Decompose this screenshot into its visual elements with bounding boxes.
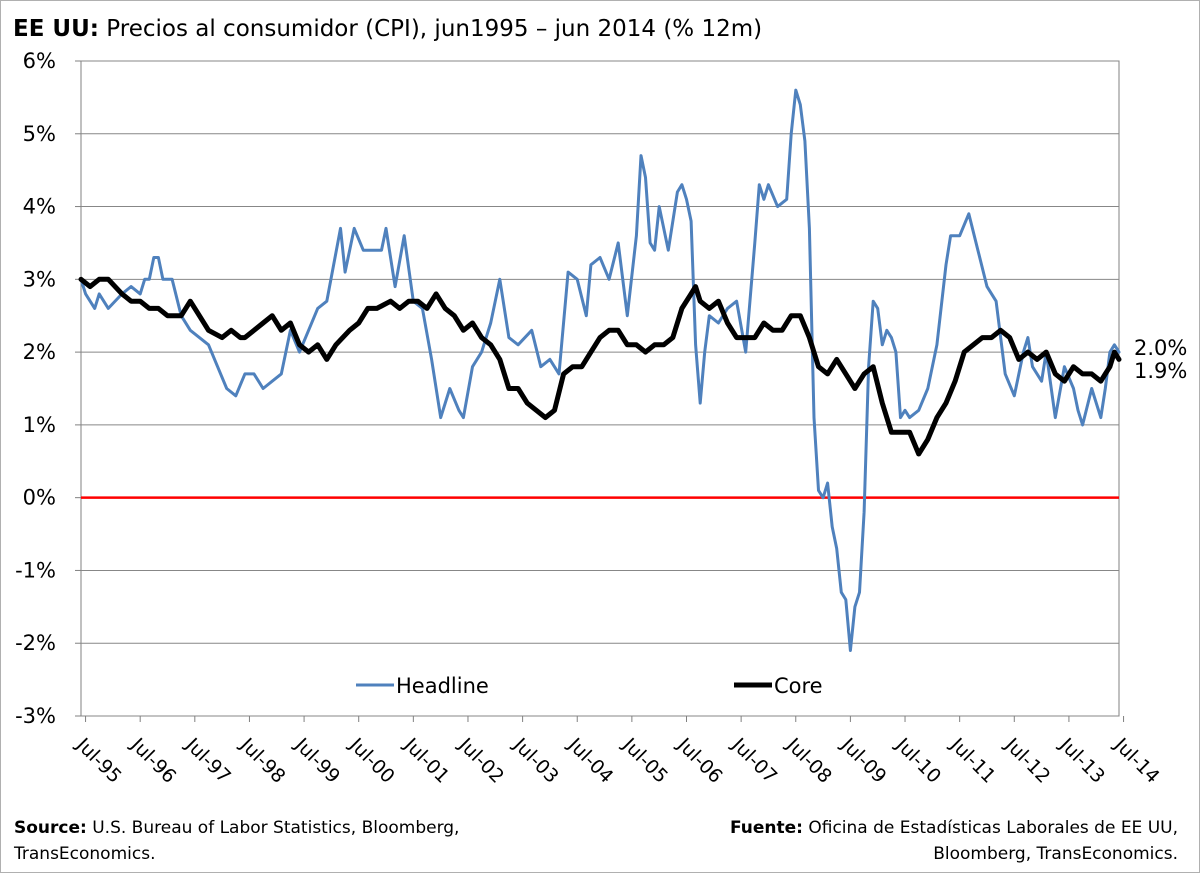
plot-area bbox=[80, 60, 1120, 717]
y-tick-label: 6% bbox=[23, 49, 56, 73]
x-tick-label: Jul-08 bbox=[782, 733, 836, 787]
x-tick-label: Jul-01 bbox=[399, 733, 453, 787]
x-tick-label: Jul-95 bbox=[71, 733, 125, 787]
x-tick-label: Jul-14 bbox=[1109, 733, 1163, 787]
fuente-label: Fuente: bbox=[729, 818, 803, 838]
x-tick-label: Jul-97 bbox=[181, 733, 235, 787]
fuente-text: Oficina de Estadísticas Laborales de EE … bbox=[808, 818, 1178, 864]
chart-title: EE UU: Precios al consumidor (CPI), jun1… bbox=[13, 16, 762, 42]
y-tick-label: -1% bbox=[15, 558, 56, 582]
x-tick-label: Jul-10 bbox=[891, 733, 945, 787]
x-tick-label: Jul-02 bbox=[454, 733, 508, 787]
y-tick-label: -3% bbox=[15, 704, 56, 728]
source-label: Source: bbox=[14, 818, 87, 838]
x-tick-label: Jul-13 bbox=[1055, 733, 1109, 787]
y-tick-label: 1% bbox=[23, 413, 56, 437]
x-tick-label: Jul-12 bbox=[1000, 733, 1054, 787]
chart-title-country: EE UU: bbox=[13, 16, 99, 42]
y-tick-label: 0% bbox=[23, 486, 56, 510]
end-value-label: 2.0% bbox=[1134, 336, 1187, 360]
x-tick-label: Jul-06 bbox=[672, 733, 726, 787]
y-tick-label: -2% bbox=[15, 631, 56, 655]
series-line-headline bbox=[79, 88, 1121, 652]
x-tick-label: Jul-09 bbox=[836, 733, 890, 787]
y-tick-label: 5% bbox=[23, 122, 56, 146]
x-tick-label: Jul-04 bbox=[563, 733, 617, 787]
x-tick-label: Jul-99 bbox=[290, 733, 344, 787]
legend-label-headline: Headline bbox=[396, 674, 489, 698]
y-tick-label: 4% bbox=[23, 195, 56, 219]
x-tick-label: Jul-00 bbox=[344, 733, 398, 787]
x-tick-label: Jul-11 bbox=[945, 733, 999, 787]
y-tick-label: 3% bbox=[23, 267, 56, 291]
x-tick-label: Jul-05 bbox=[618, 733, 672, 787]
legend-label-core: Core bbox=[774, 674, 823, 698]
chart-title-text: Precios al consumidor (CPI), jun1995 – j… bbox=[106, 16, 763, 42]
x-tick-label: Jul-98 bbox=[235, 733, 289, 787]
x-tick-label: Jul-03 bbox=[508, 733, 562, 787]
source-english: Source: U.S. Bureau of Labor Statistics,… bbox=[14, 815, 534, 867]
source-spanish: Fuente: Oficina de Estadísticas Laborale… bbox=[658, 815, 1178, 867]
x-tick-label: Jul-96 bbox=[126, 733, 180, 787]
end-value-label: 1.9% bbox=[1134, 359, 1187, 383]
x-tick-label: Jul-07 bbox=[727, 733, 781, 787]
source-text: U.S. Bureau of Labor Statistics, Bloombe… bbox=[14, 818, 460, 864]
series-line-core bbox=[78, 276, 1122, 457]
y-tick-label: 2% bbox=[23, 340, 56, 364]
